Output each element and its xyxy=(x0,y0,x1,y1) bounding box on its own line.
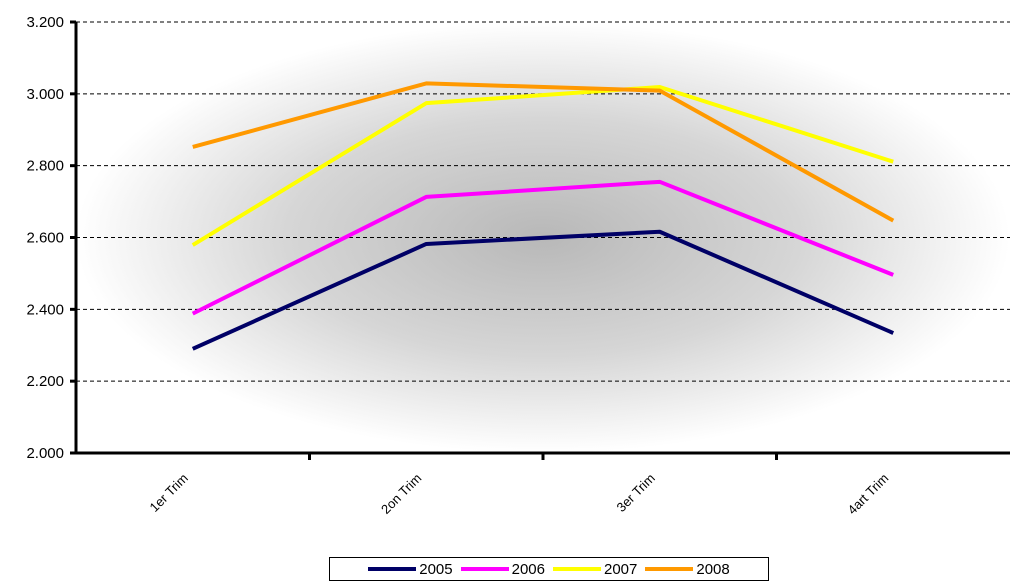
y-tick-label: 2.200 xyxy=(26,373,64,390)
series-line-2006 xyxy=(191,179,894,316)
y-tick-label: 3.000 xyxy=(26,86,64,103)
series-lines xyxy=(191,81,895,351)
x-tick-label: 3er Trim xyxy=(614,471,658,515)
legend-swatch xyxy=(368,567,417,571)
x-tick-label: 2on Trim xyxy=(378,471,424,517)
y-tick-labels: 2.000 2.200 2.400 2.600 2.800 3.000 3.200 xyxy=(26,14,64,462)
legend-label: 2005 xyxy=(419,560,453,578)
y-tick-label: 2.000 xyxy=(26,445,64,462)
y-tick-label: 2.400 xyxy=(26,301,64,318)
legend-swatch xyxy=(460,567,509,571)
legend-swatch xyxy=(553,567,601,571)
gridlines xyxy=(76,21,1010,382)
x-tick-label: 1er Trim xyxy=(147,471,191,515)
axes xyxy=(70,20,1010,460)
legend-item-2008: 2008 xyxy=(645,560,730,578)
legend: 2005 2006 2007 2008 xyxy=(329,557,769,581)
legend-label: 2008 xyxy=(696,560,730,578)
series-line-2007 xyxy=(191,85,894,247)
legend-item-2007: 2007 xyxy=(553,561,637,578)
series-line-2008 xyxy=(192,81,895,223)
legend-item-2006: 2006 xyxy=(460,560,545,578)
y-tick-label: 3.200 xyxy=(26,14,64,31)
x-tick-labels: 1er Trim 2on Trim 3er Trim 4art Trim xyxy=(147,471,892,518)
y-tick-label: 2.800 xyxy=(26,158,64,175)
line-chart: 2.000 2.200 2.400 2.600 2.800 3.000 3.200 1er … xyxy=(26,14,1010,518)
legend-swatch xyxy=(645,567,694,571)
legend-item-2005: 2005 xyxy=(368,560,453,578)
legend-label: 2007 xyxy=(604,560,638,578)
y-tick-label: 2.600 xyxy=(26,230,64,247)
legend-label: 2006 xyxy=(511,560,545,578)
series-line-2005 xyxy=(191,229,895,351)
x-tick-label: 4art Trim xyxy=(844,471,891,518)
